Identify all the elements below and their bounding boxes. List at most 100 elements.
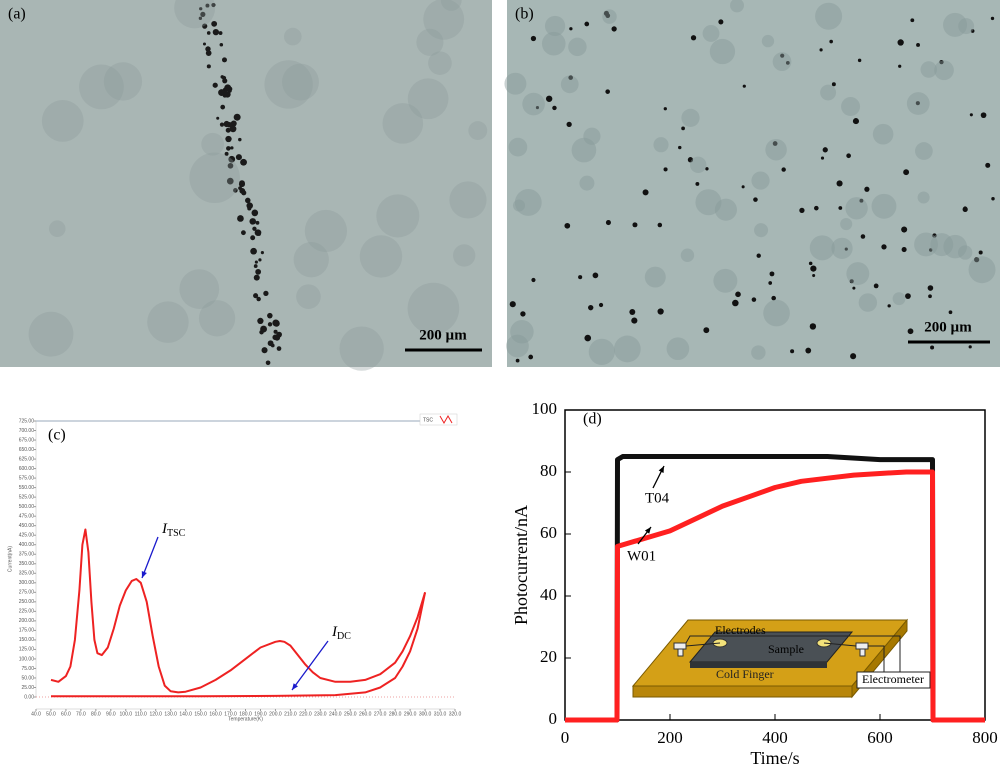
x-tick-label: 110.0 bbox=[135, 711, 147, 717]
sample-front bbox=[690, 662, 827, 668]
blur-spot bbox=[906, 92, 930, 115]
legend-box bbox=[419, 413, 458, 426]
data-line bbox=[51, 592, 427, 698]
x-tick-label: 60.0 bbox=[61, 711, 71, 717]
particle bbox=[781, 167, 786, 172]
particle bbox=[690, 35, 697, 41]
x-tick-label: 140.0 bbox=[179, 711, 192, 717]
particle bbox=[247, 206, 252, 211]
y-tick-label: 375.00 bbox=[19, 552, 35, 558]
blur-spot bbox=[958, 18, 975, 35]
blur-spot bbox=[958, 245, 973, 260]
particle bbox=[276, 346, 282, 351]
blur-spot bbox=[845, 197, 868, 220]
particle bbox=[253, 293, 259, 299]
particle bbox=[267, 322, 273, 327]
particle bbox=[258, 258, 262, 262]
y-tick-label: 150.00 bbox=[19, 637, 35, 643]
y-tick-label: 650.00 bbox=[19, 447, 35, 453]
x-tick-label: 230.0 bbox=[314, 711, 327, 717]
blur-spot bbox=[282, 63, 319, 101]
annotation: ITSC bbox=[161, 521, 186, 539]
blur-spot bbox=[382, 103, 424, 144]
particle bbox=[230, 146, 234, 150]
x-axis-label: Time/s bbox=[750, 748, 799, 768]
blur-spot bbox=[544, 15, 566, 37]
x-tick-label: 400 bbox=[762, 728, 788, 747]
blur-spot bbox=[714, 198, 737, 221]
series-label: T04 bbox=[645, 490, 670, 506]
blur-spot bbox=[653, 137, 669, 153]
x-tick-label: 90.0 bbox=[106, 711, 116, 717]
particle bbox=[219, 42, 224, 47]
particle bbox=[199, 7, 203, 11]
particle bbox=[732, 299, 739, 307]
particle bbox=[520, 311, 526, 317]
particle bbox=[910, 18, 915, 23]
x-tick-label: 320.0 bbox=[449, 711, 462, 717]
y-axis-label: Photocurrent/nA bbox=[511, 505, 531, 625]
electrometer-box bbox=[856, 671, 931, 689]
series-label: W01 bbox=[627, 548, 656, 564]
particle bbox=[221, 75, 227, 81]
x-tick-label: 70.0 bbox=[76, 711, 86, 717]
x-tick-label: 240.0 bbox=[329, 711, 342, 717]
particle bbox=[990, 16, 995, 21]
x-tick-label: 200.0 bbox=[269, 711, 282, 717]
particle bbox=[929, 248, 933, 252]
particle bbox=[611, 26, 617, 32]
x-axis-label: Temperature(K) bbox=[228, 716, 263, 722]
particle bbox=[270, 343, 275, 348]
annotation-main: I bbox=[331, 624, 338, 640]
particle bbox=[206, 31, 211, 35]
blur-spot bbox=[613, 335, 641, 363]
y-tick-label: 325.00 bbox=[19, 571, 35, 577]
particle bbox=[846, 153, 851, 159]
blur-spot bbox=[48, 220, 66, 237]
particle bbox=[642, 189, 649, 196]
particle bbox=[629, 309, 636, 315]
particle bbox=[780, 53, 785, 58]
particle bbox=[255, 268, 262, 275]
arrow-head bbox=[658, 466, 664, 473]
y-tick-label: 425.00 bbox=[19, 533, 35, 539]
particle bbox=[238, 137, 242, 142]
particle bbox=[531, 277, 536, 283]
blur-spot bbox=[508, 137, 528, 157]
particle bbox=[852, 286, 856, 290]
particle bbox=[233, 188, 238, 193]
blur-spot bbox=[695, 189, 722, 216]
particle bbox=[241, 230, 246, 236]
blur-spot bbox=[504, 72, 527, 95]
particle bbox=[202, 42, 207, 46]
x-tick-label: 50.0 bbox=[46, 711, 56, 717]
y-tick-label: 625.00 bbox=[19, 456, 35, 462]
particle bbox=[588, 304, 594, 311]
particle bbox=[218, 31, 223, 35]
particle bbox=[741, 185, 745, 189]
blur-spot bbox=[690, 156, 707, 174]
wire bbox=[868, 645, 885, 672]
particle bbox=[219, 122, 225, 127]
particle bbox=[852, 118, 860, 125]
particle bbox=[211, 20, 218, 27]
blur-spot bbox=[428, 51, 452, 75]
x-tick-label: 200 bbox=[657, 728, 683, 747]
particle bbox=[568, 75, 573, 80]
particle bbox=[261, 347, 268, 354]
blur-spot bbox=[568, 37, 587, 57]
particle bbox=[678, 145, 682, 150]
x-tick-label: 180.0 bbox=[239, 711, 252, 717]
particle bbox=[903, 169, 910, 176]
blur-spot bbox=[41, 100, 84, 142]
particle bbox=[252, 226, 257, 231]
blur-spot bbox=[440, 0, 462, 11]
particle bbox=[584, 334, 592, 342]
inset-diagram: Electrodes Sample Cold Finger Electromet… bbox=[631, 618, 931, 699]
y-tick-label: 700.00 bbox=[19, 428, 35, 434]
particle bbox=[809, 323, 817, 330]
blur-spot bbox=[846, 262, 870, 286]
particle bbox=[220, 104, 226, 110]
particle bbox=[887, 304, 891, 308]
blur-spot bbox=[943, 12, 968, 37]
